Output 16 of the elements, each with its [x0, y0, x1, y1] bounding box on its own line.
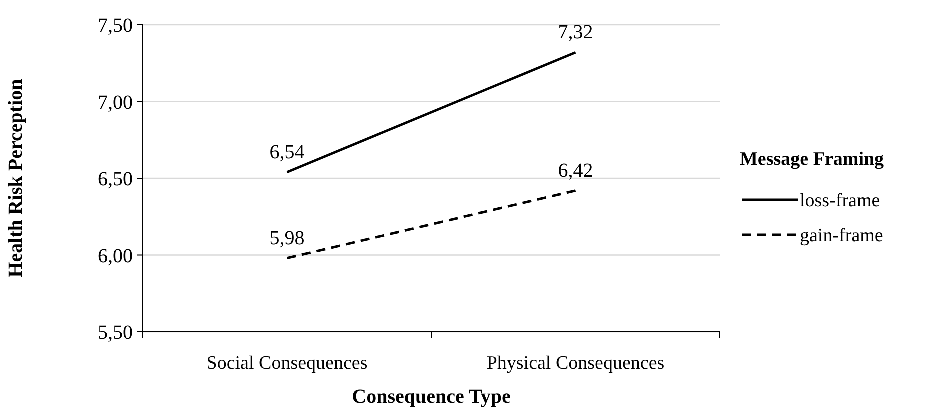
legend-label: gain-frame	[800, 226, 884, 247]
data-label: 6,54	[270, 141, 305, 164]
data-label: 5,98	[270, 227, 305, 250]
y-tick-label: 7,00	[98, 92, 133, 114]
x-tick-label: Social Consequences	[206, 353, 368, 374]
y-axis-title: Health Risk Perception	[5, 79, 27, 278]
legend-label: loss-frame	[800, 190, 880, 212]
y-tick-label: 6,00	[98, 245, 133, 268]
x-axis-title: Consequence Type	[352, 386, 511, 408]
y-tick-label: 7,50	[98, 15, 133, 37]
data-label: 7,32	[558, 22, 594, 44]
data-label: 6,42	[558, 160, 594, 182]
y-tick-label: 6,50	[98, 168, 133, 190]
legend-title: Message Framing	[740, 149, 885, 170]
y-tick-label: 5,50	[98, 322, 133, 344]
x-tick-label: Physical Consequences	[486, 353, 665, 374]
